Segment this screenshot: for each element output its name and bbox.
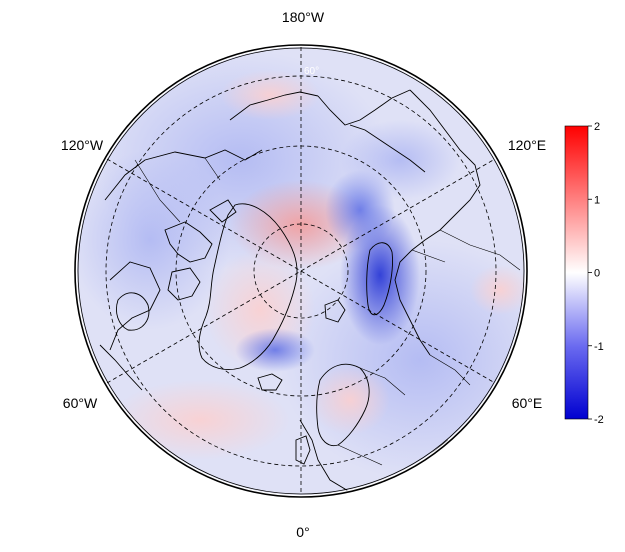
alaska-coastline: [229, 89, 411, 126]
map-disk: 60°: [77, 47, 525, 495]
siberia-coastline: [349, 124, 426, 173]
iceland-coastline: [257, 373, 283, 391]
north-america-coastline: [99, 149, 263, 391]
map-border-inner: [77, 47, 525, 495]
meridian-label-180w: 180°W: [282, 9, 325, 25]
colorbar-tick-label: 2: [594, 121, 600, 133]
colorbar-tick-label: -2: [594, 414, 604, 426]
meridian-label-120e: 120°E: [508, 137, 546, 153]
map-border-outer: [74, 44, 528, 498]
greenland-coastline: [198, 203, 298, 370]
uk-coastline: [295, 435, 311, 465]
parallel-80: [253, 223, 349, 319]
meridian-label-60e: 60°E: [512, 395, 543, 411]
anomaly-field: [77, 50, 525, 480]
meridian-label-60w: 60°W: [63, 395, 98, 411]
parallel-label: 60°: [304, 66, 319, 77]
novaya-zemlya-coastline: [366, 242, 393, 316]
meridian-120W-60E: [106, 158, 496, 384]
canadian-archipelago-coastline: [164, 199, 237, 301]
colorbar-tick-label: -1: [594, 341, 604, 353]
coastlines: [99, 89, 521, 493]
hudson-bay-coastline: [116, 292, 150, 331]
meridian-label-0: 0°: [296, 524, 309, 540]
graticule: [105, 47, 497, 495]
svalbard-coastline: [324, 299, 346, 323]
colorbar: 2 1 0 -1 -2: [564, 121, 604, 426]
scandinavia-coastline: [316, 363, 370, 447]
colorbar-gradient: [564, 125, 589, 420]
colorbar-tick-label: 1: [594, 194, 600, 206]
country-borders: [134, 157, 521, 466]
colorbar-ticks: 2 1 0 -1 -2: [588, 121, 604, 426]
colorbar-tick-label: 0: [594, 268, 600, 280]
meridian-label-120w: 120°W: [61, 137, 104, 153]
